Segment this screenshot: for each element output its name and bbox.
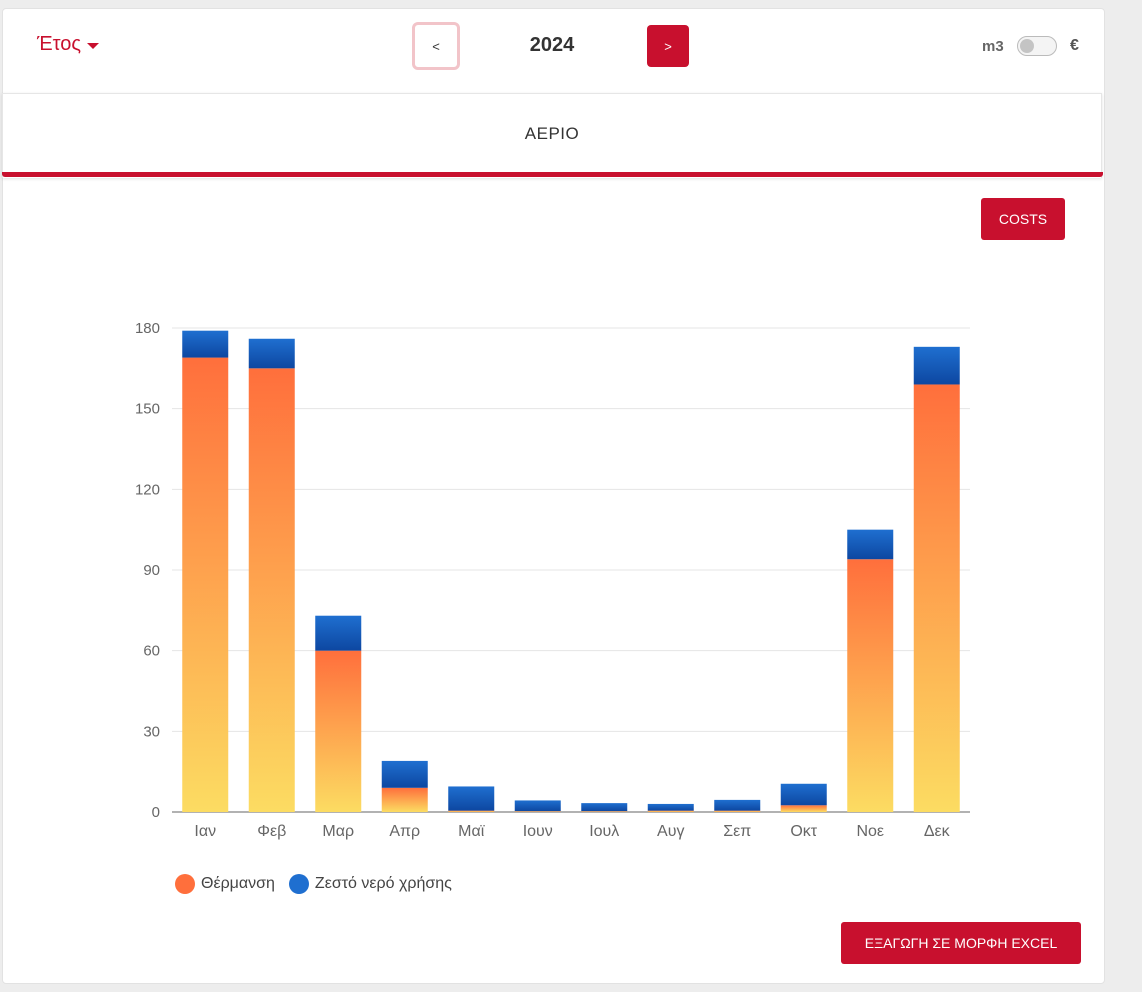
year-label: 2024 (529, 34, 575, 56)
previous-year-button[interactable]: < (412, 22, 460, 70)
x-tick-label: Ιαν (194, 823, 216, 840)
active-tab-indicator (2, 172, 1103, 177)
next-year-button[interactable]: > (647, 25, 689, 67)
x-tick-label: Σεπ (723, 823, 751, 840)
unit-toggle[interactable] (1017, 36, 1057, 56)
x-tick-label: Νοε (856, 823, 884, 840)
bar-heating (847, 559, 894, 812)
y-tick-label: 30 (143, 723, 160, 740)
bar-hot-water (780, 783, 827, 806)
bar-hot-water (647, 803, 694, 811)
x-tick-label: Δεκ (924, 823, 951, 840)
y-tick-label: 60 (143, 643, 160, 660)
bar-hot-water (847, 529, 894, 560)
legend-item-heating[interactable]: Θέρμανση (175, 874, 275, 894)
bar-heating (913, 384, 960, 812)
bar-heating (581, 811, 628, 812)
y-tick-label: 90 (143, 562, 160, 579)
unit-euro-label: € (1070, 37, 1079, 54)
bar-heating (248, 368, 295, 812)
unit-m3-label: m3 (982, 38, 1004, 55)
export-excel-button[interactable]: ΕΞΑΓΩΓΗ ΣΕ ΜΟΡΦΗ EXCEL (841, 922, 1081, 964)
bar-heating (780, 805, 827, 812)
y-tick-label: 150 (135, 401, 160, 418)
y-tick-label: 120 (135, 481, 160, 498)
caret-down-icon (87, 42, 100, 49)
x-tick-label: Απρ (389, 823, 420, 840)
legend-dot-hot-water (288, 874, 309, 894)
bar-heating (381, 787, 428, 812)
y-tick-label: 180 (135, 320, 160, 337)
x-tick-label: Αυγ (657, 823, 684, 840)
bar-heating (714, 810, 761, 812)
bar-heating (315, 650, 362, 812)
stacked-bar-chart: 0 30 60 90 120 150 180 Ιαν Φεβ Μαρ Απρ Μαϊ Ιουν Ιουλ Α… (135, 320, 970, 840)
costs-button[interactable]: COSTS (981, 198, 1065, 240)
x-tick-label: Ιουν (523, 823, 553, 840)
toggle-knob (1020, 39, 1034, 53)
bar-hot-water (514, 800, 561, 812)
bar-hot-water (248, 338, 295, 369)
bar-hot-water (381, 760, 428, 788)
bar-hot-water (315, 615, 362, 651)
legend-item-hot-water[interactable]: Ζεστό νερό χρήσης (288, 874, 452, 894)
x-tick-label: Οκτ (790, 823, 817, 840)
period-dropdown[interactable]: Έτος (37, 33, 100, 56)
tab-gas[interactable]: ΑΕΡΙΟ (2, 93, 1102, 178)
bar-heating (182, 357, 229, 812)
x-tick-label: Μαρ (322, 823, 354, 840)
bar-heating (448, 810, 495, 812)
legend-dot-heating (175, 874, 195, 894)
bar-hot-water (182, 330, 229, 358)
bar-hot-water (448, 786, 495, 811)
bar-heating (647, 810, 694, 812)
tab-title: ΑΕΡΙΟ (524, 124, 580, 143)
legend-label-heating: Θέρμανση (201, 875, 275, 892)
bar-heating (514, 811, 561, 812)
y-tick-label: 0 (152, 804, 160, 821)
x-tick-label: Μαϊ (458, 823, 485, 840)
x-tick-label: Ιουλ (589, 823, 619, 840)
bar-hot-water (913, 346, 960, 385)
period-dropdown-label: Έτος (37, 33, 82, 55)
bar-hot-water (581, 803, 628, 812)
chart-legend: Θέρμανση Ζεστό νερό χρήσης (175, 874, 466, 894)
bar-hot-water (714, 799, 761, 811)
legend-label-hot-water: Ζεστό νερό χρήσης (314, 875, 452, 892)
x-tick-label: Φεβ (257, 823, 286, 840)
